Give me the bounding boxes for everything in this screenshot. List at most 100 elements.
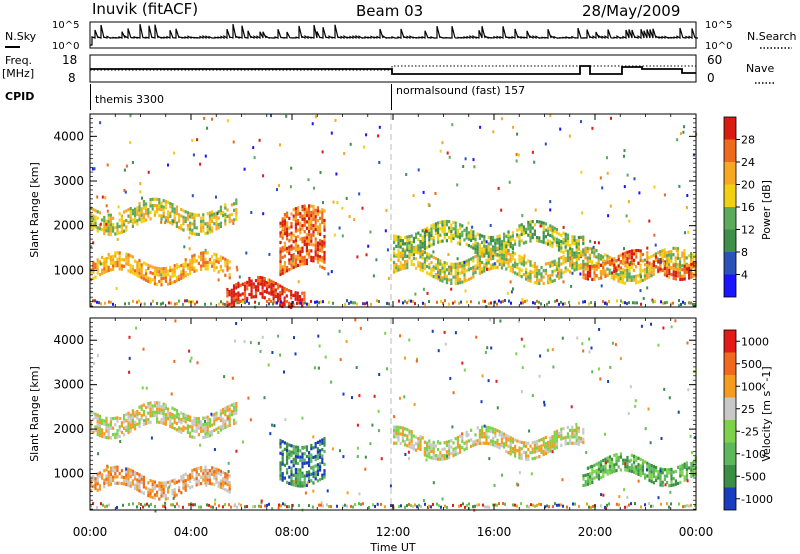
echo-cell [184, 479, 187, 483]
echo-cell [617, 459, 620, 463]
echo-cell [299, 471, 302, 475]
echo-cell [542, 449, 545, 453]
echo-cell [621, 271, 624, 275]
echo-cell [467, 439, 470, 443]
echo-cell [423, 260, 426, 264]
echo-cell [485, 438, 488, 442]
echo-cell [660, 260, 663, 264]
echo-cell [303, 458, 306, 462]
echo-cell [176, 502, 178, 506]
echo-cell [428, 253, 431, 257]
echo-cell [290, 444, 293, 448]
echo-cell [604, 269, 607, 273]
echo-cell [606, 469, 609, 473]
echo-cell [546, 302, 548, 306]
echo-cell [518, 456, 521, 460]
echo-cell [290, 247, 293, 251]
echo-cell [454, 272, 457, 276]
echo-cell [434, 231, 437, 236]
colorbar-segment [724, 184, 736, 207]
echo-cell [575, 258, 578, 262]
echo-cell [213, 222, 216, 226]
echo-cell [465, 242, 468, 246]
echo-cell [417, 168, 420, 172]
echo-cell [208, 230, 211, 234]
echo-cell [473, 165, 476, 169]
echo-cell [224, 203, 227, 207]
echo-cell [608, 455, 611, 459]
echo-cell [571, 435, 574, 439]
echo-cell [487, 435, 490, 439]
echo-cell [197, 482, 200, 486]
echo-cell [423, 231, 426, 235]
echo-cell [283, 241, 286, 245]
echo-cell [674, 469, 677, 473]
echo-cell [501, 473, 503, 477]
echo-cell [481, 432, 484, 436]
echo-cell [663, 263, 666, 267]
echo-cell [430, 449, 433, 453]
echo-cell [90, 410, 93, 414]
echo-cell [200, 505, 202, 509]
echo-cell [158, 267, 161, 271]
echo-cell [322, 201, 324, 205]
echo-cell [96, 210, 99, 214]
echo-cell [186, 474, 189, 478]
echo-cell [250, 211, 253, 214]
echo-cell [522, 225, 525, 229]
echo-cell [664, 301, 666, 305]
echo-cell [683, 277, 686, 281]
echo-cell [129, 267, 132, 271]
echo-cell [569, 441, 572, 445]
echo-cell [515, 352, 518, 356]
echo-cell [586, 502, 588, 506]
echo-cell [369, 442, 372, 446]
time-tick-label: 00:00 [73, 525, 108, 539]
echo-cell [472, 505, 474, 509]
echo-cell [308, 473, 311, 477]
echo-cell [154, 509, 157, 513]
echo-cell [470, 232, 473, 236]
echo-cell [151, 495, 154, 499]
echo-cell [482, 503, 484, 507]
echo-cell [533, 232, 536, 236]
echo-cell [233, 402, 236, 406]
echo-cell [314, 211, 317, 216]
echo-cell [595, 468, 598, 473]
echo-cell [142, 200, 145, 204]
echo-cell [305, 239, 308, 243]
echo-cell [540, 447, 543, 451]
echo-cell [120, 264, 123, 268]
echo-cell [500, 243, 503, 247]
echo-cell [626, 260, 629, 264]
echo-cell [520, 275, 523, 279]
echo-cell [123, 258, 126, 262]
echo-cell [635, 471, 638, 475]
echo-cell [186, 224, 189, 228]
echo-cell [524, 300, 526, 304]
echo-cell [617, 279, 620, 283]
echo-cell [496, 302, 498, 306]
echo-cell [191, 264, 194, 268]
echo-cell [281, 271, 284, 275]
echo-cell [650, 470, 653, 474]
echo-cell [463, 270, 466, 274]
echo-cell [246, 280, 249, 284]
echo-cell [92, 502, 94, 506]
echo-cell [124, 302, 126, 306]
echo-cell [487, 379, 490, 383]
echo-cell [516, 266, 519, 270]
echo-cell [423, 243, 426, 248]
echo-cell [404, 253, 407, 257]
echo-cell [279, 224, 282, 229]
echo-cell [602, 471, 605, 475]
echo-cell [281, 452, 284, 457]
echo-cell [116, 225, 119, 229]
echo-cell [652, 269, 655, 273]
echo-cell [127, 269, 130, 273]
echo-cell [586, 482, 589, 486]
echo-cell [230, 403, 233, 407]
echo-cell [441, 226, 444, 230]
echo-cell [401, 257, 404, 261]
